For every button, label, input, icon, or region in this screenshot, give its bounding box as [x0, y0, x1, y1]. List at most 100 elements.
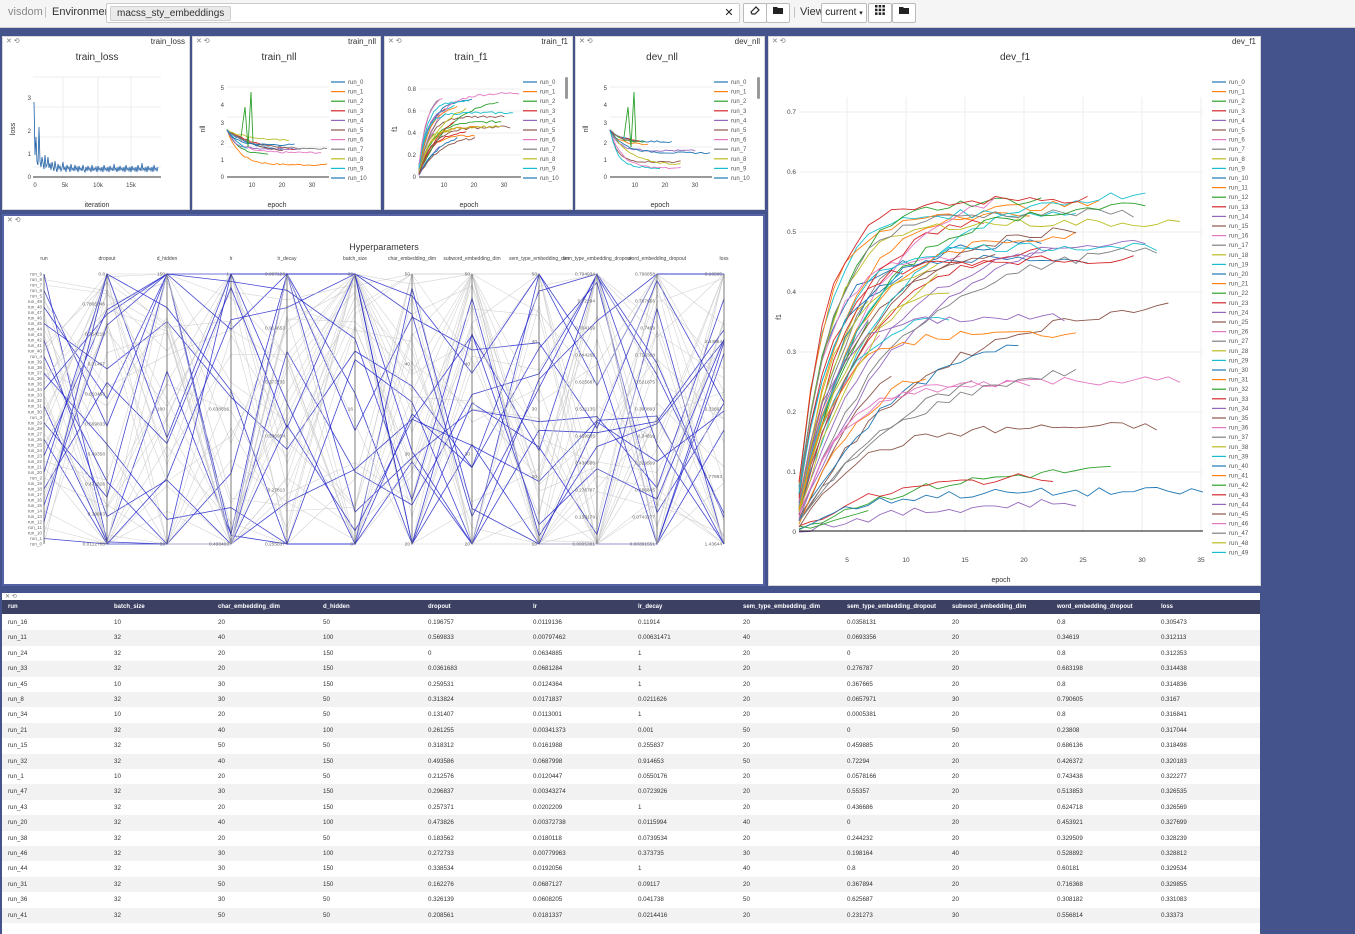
legend-item[interactable]: run_41	[1229, 473, 1249, 480]
legend-item[interactable]: run_3	[348, 109, 364, 115]
column-header[interactable]: batch_size	[114, 604, 145, 610]
legend-item[interactable]: run_4	[1229, 117, 1245, 124]
legend-item[interactable]: run_33	[1229, 396, 1249, 403]
legend-scrollbar[interactable]	[565, 77, 568, 99]
legend-item[interactable]: run_22	[1229, 290, 1249, 297]
environment-select[interactable]: macss_sty_embeddings	[106, 3, 740, 23]
legend-item[interactable]: run_2	[348, 99, 364, 105]
table-row[interactable]: run_33 32 20 150 0.0361683 0.0681284 1 20 0.2767…	[2, 661, 1260, 677]
column-header[interactable]: subword_embedding_dim	[952, 604, 1027, 610]
table-row[interactable]: run_43 32 20 150 0.257371 0.0202209 1 20 0.43668…	[2, 800, 1260, 815]
legend-item[interactable]: run_46	[1229, 521, 1249, 528]
table-row[interactable]: run_45 10 30 150 0.259531 0.0124364 1 20 0.36766…	[2, 677, 1260, 692]
legend-item[interactable]: run_45	[1229, 511, 1249, 518]
pane-close-icon[interactable]: ✕ ⟲	[5, 594, 17, 600]
table-row[interactable]: run_41 32 50 50 0.208561 0.0181337 0.0214416 20…	[2, 907, 1260, 923]
pane-close-icon[interactable]: ✕ ⟲	[7, 217, 21, 224]
legend-item[interactable]: run_9	[1229, 165, 1245, 172]
legend-item[interactable]: run_5	[540, 128, 556, 134]
view-select[interactable]: current ▾	[821, 3, 867, 23]
legend-item[interactable]: run_28	[1229, 348, 1249, 355]
legend-item[interactable]: run_0	[731, 80, 747, 86]
grid-layout-button[interactable]	[868, 3, 892, 23]
table-row[interactable]: run_47 32 30 150 0.296837 0.00343274 0.0723926…	[2, 784, 1260, 800]
column-header[interactable]: word_embedding_dropout	[1057, 604, 1133, 610]
legend-item[interactable]: run_5	[348, 128, 364, 134]
legend-item[interactable]: run_4	[540, 118, 556, 124]
legend-item[interactable]: run_32	[1229, 386, 1249, 393]
clear-pane-button[interactable]	[743, 3, 767, 23]
legend-item[interactable]: run_10	[540, 176, 559, 182]
column-header[interactable]: sem_type_embedding_dropout	[847, 604, 937, 610]
legend-item[interactable]: run_30	[1229, 367, 1249, 374]
legend-item[interactable]: run_48	[1229, 540, 1249, 547]
table-row[interactable]: run_20 32 40 100 0.473826 0.00372738 0.0115994…	[2, 815, 1260, 831]
table-row[interactable]: run_38 32 20 50 0.183562 0.0180118 0.0739534 20…	[2, 831, 1260, 846]
legend-item[interactable]: run_42	[1229, 482, 1249, 489]
legend-item[interactable]: run_0	[1229, 79, 1245, 86]
table-row[interactable]: run_21 32 40 100 0.261255 0.00341373 0.001 50 0 5…	[2, 722, 1260, 739]
legend-item[interactable]: run_38	[1229, 444, 1249, 451]
legend-item[interactable]: run_9	[731, 166, 747, 172]
column-header[interactable]: char_embedding_dim	[218, 604, 281, 610]
table-row[interactable]: run_34 10 20 50 0.131407 0.0113001 1 20 0.000538…	[2, 707, 1260, 722]
legend-item[interactable]: run_39	[1229, 453, 1249, 460]
legend-item[interactable]: run_43	[1229, 492, 1249, 499]
legend-item[interactable]: run_2	[1229, 98, 1245, 105]
legend-item[interactable]: run_2	[540, 99, 556, 105]
hyperparameters-pane[interactable]: ✕ ⟲ Hyperparameters run run_9 run_8 run_7 ru…	[2, 214, 765, 586]
legend-item[interactable]: run_8	[540, 157, 556, 163]
legend-item[interactable]: run_16	[1229, 233, 1249, 240]
legend-item[interactable]: run_27	[1229, 338, 1249, 345]
table-row[interactable]: run_46 32 30 100 0.272733 0.00779963 0.373735 3…	[2, 846, 1260, 862]
legend-item[interactable]: run_1	[540, 90, 556, 96]
legend-item[interactable]: run_6	[731, 138, 747, 144]
legend-item[interactable]: run_10	[731, 176, 750, 182]
table-row[interactable]: run_44 32 30 150 0.338534 0.0192056 1 40 0.8 20 0.…	[2, 861, 1260, 876]
column-header[interactable]: loss	[1161, 604, 1174, 610]
legend-item[interactable]: run_36	[1229, 425, 1249, 432]
legend-item[interactable]: run_26	[1229, 329, 1249, 336]
table-row[interactable]: run_32 32 40 150 0.493586 0.0687998 0.914653 50…	[2, 753, 1260, 769]
legend-item[interactable]: run_34	[1229, 405, 1249, 412]
pane-close-icon[interactable]: ✕ ⟲	[388, 38, 402, 45]
legend-item[interactable]: run_3	[1229, 108, 1245, 115]
table-row[interactable]: run_36 32 30 50 0.326139 0.0608205 0.041738 50 0…	[2, 892, 1260, 907]
legend-item[interactable]: run_7	[540, 147, 556, 153]
legend-item[interactable]: run_37	[1229, 434, 1249, 441]
legend-item[interactable]: run_10	[1229, 175, 1249, 182]
column-header[interactable]: run	[8, 604, 18, 610]
legend-item[interactable]: run_9	[348, 166, 364, 172]
legend-item[interactable]: run_3	[731, 109, 747, 115]
legend-item[interactable]: run_7	[1229, 146, 1245, 153]
legend-item[interactable]: run_7	[348, 147, 364, 153]
legend-item[interactable]: run_44	[1229, 501, 1249, 508]
legend-item[interactable]: run_8	[1229, 156, 1245, 163]
legend-item[interactable]: run_5	[1229, 127, 1245, 134]
legend-item[interactable]: run_4	[348, 118, 364, 124]
pane-close-icon[interactable]: ✕ ⟲	[6, 38, 20, 45]
legend-item[interactable]: run_9	[540, 166, 556, 172]
legend-item[interactable]: run_0	[348, 80, 364, 86]
column-header[interactable]: lr_decay	[638, 604, 663, 610]
column-header[interactable]: sem_type_embedding_dim	[743, 604, 821, 610]
legend-item[interactable]: run_18	[1229, 252, 1249, 259]
open-folder-button[interactable]	[766, 3, 790, 23]
legend-item[interactable]: run_8	[731, 157, 747, 163]
train-f1-pane[interactable]: ✕ ⟲ train_f1 train_f1 0 0.2 0.4 0.6 0.8 10 20…	[384, 36, 573, 210]
column-header[interactable]: dropout	[428, 604, 451, 610]
legend-item[interactable]: run_11	[1229, 185, 1248, 192]
legend-item[interactable]: run_25	[1229, 319, 1249, 326]
table-row[interactable]: run_31 32 50 150 0.162276 0.0687127 0.09117 20 0…	[2, 876, 1260, 893]
pane-close-icon[interactable]: ✕ ⟲	[196, 38, 210, 45]
legend-item[interactable]: run_7	[731, 147, 747, 153]
legend-item[interactable]: run_0	[540, 80, 556, 86]
dev-nll-pane[interactable]: ✕ ⟲ dev_nll dev_nll 0 1 2 3 4 5 10 20 30 epoch …	[575, 36, 765, 210]
legend-item[interactable]: run_49	[1229, 549, 1249, 556]
table-row[interactable]: run_16 10 20 50 0.196757 0.0119136 0.11914 20 0.…	[2, 615, 1260, 630]
table-row[interactable]: run_1 10 20 50 0.212576 0.0120447 0.0550176 20 0…	[2, 769, 1260, 784]
legend-item[interactable]: run_47	[1229, 530, 1249, 537]
legend-item[interactable]: run_23	[1229, 300, 1249, 307]
legend-scrollbar[interactable]	[757, 77, 760, 99]
legend-item[interactable]: run_1	[731, 90, 747, 96]
